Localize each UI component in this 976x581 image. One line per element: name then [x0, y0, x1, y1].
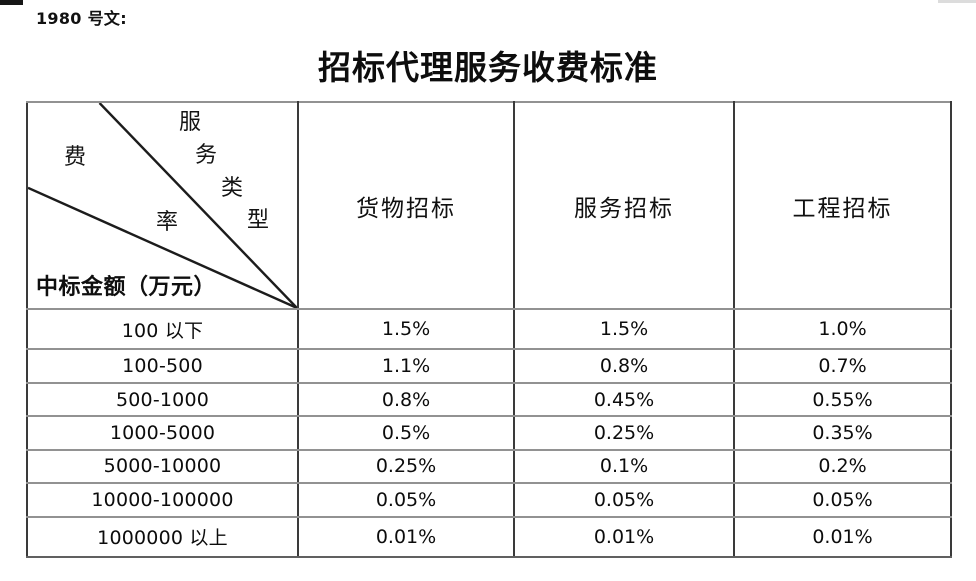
rate-cell-services: 0.45%	[513, 381, 735, 418]
amount-range-cell: 1000-5000	[26, 415, 299, 451]
rate-cell-works: 0.7%	[733, 348, 952, 384]
rate-cell-services: 0.05%	[513, 482, 735, 518]
table-row: 10000-100000 0.05% 0.05% 0.05%	[26, 482, 952, 518]
rate-cell-works: 0.01%	[733, 515, 952, 559]
amount-range-cell: 5000-10000	[26, 448, 299, 485]
service-type-char-2: 务	[195, 142, 218, 167]
service-type-char-3: 类	[221, 175, 244, 200]
rate-cell-works: 0.2%	[733, 448, 952, 485]
table-row: 500-1000 0.8% 0.45% 0.55%	[26, 381, 952, 418]
table-row: 100 以下 1.5% 1.5% 1.0%	[26, 307, 952, 351]
diagonal-divider-lines	[29, 104, 296, 307]
table-row: 5000-10000 0.25% 0.1% 0.2%	[26, 448, 952, 485]
service-type-char-1: 服	[179, 109, 202, 134]
rate-cell-works: 0.05%	[733, 482, 952, 518]
amount-range-cell: 10000-100000	[26, 482, 299, 518]
rate-cell-goods: 0.05%	[297, 482, 515, 518]
rate-cell-works: 0.55%	[733, 381, 952, 418]
column-header-goods: 货物招标	[297, 101, 515, 310]
column-header-works: 工程招标	[733, 101, 952, 310]
page-title: 招标代理服务收费标准	[318, 51, 658, 87]
rate-cell-services: 0.01%	[513, 515, 735, 559]
table-row: 100-500 1.1% 0.8% 0.7%	[26, 348, 952, 384]
amount-range-cell: 500-1000	[26, 381, 299, 418]
rate-char-2: 率	[156, 209, 179, 234]
fee-table: 服 务 类 型 费 率 中标金额（万元） 货物招标 服务招标 工程招标 100 …	[26, 101, 952, 559]
rate-cell-goods: 0.01%	[297, 515, 515, 559]
rate-cell-works: 1.0%	[733, 307, 952, 351]
rate-cell-services: 0.1%	[513, 448, 735, 485]
doc-ref: 1980 号文:	[36, 9, 127, 28]
scan-artifact-top-right	[938, 0, 976, 3]
table-row: 1000-5000 0.5% 0.25% 0.35%	[26, 415, 952, 451]
rate-cell-goods: 0.25%	[297, 448, 515, 485]
amount-axis-label: 中标金额（万元）	[36, 274, 217, 299]
amount-range-cell: 100-500	[26, 348, 299, 384]
table-row: 1000000 以上 0.01% 0.01% 0.01%	[26, 515, 952, 559]
rate-cell-goods: 0.5%	[297, 415, 515, 451]
rate-cell-goods: 1.1%	[297, 348, 515, 384]
rate-char-1: 费	[64, 144, 87, 169]
rate-cell-services: 1.5%	[513, 307, 735, 351]
rate-cell-works: 0.35%	[733, 415, 952, 451]
rate-cell-goods: 0.8%	[297, 381, 515, 418]
rate-cell-goods: 1.5%	[297, 307, 515, 351]
service-type-char-4: 型	[247, 207, 270, 232]
rate-cell-services: 0.8%	[513, 348, 735, 384]
column-header-services: 服务招标	[513, 101, 735, 310]
corner-cell: 服 务 类 型 费 率 中标金额（万元）	[26, 101, 299, 310]
header-row: 服 务 类 型 费 率 中标金额（万元） 货物招标 服务招标 工程招标	[26, 101, 952, 310]
rate-cell-services: 0.25%	[513, 415, 735, 451]
amount-range-cell: 100 以下	[26, 307, 299, 351]
amount-range-cell: 1000000 以上	[26, 515, 299, 559]
scan-artifact-top-left	[0, 0, 23, 5]
